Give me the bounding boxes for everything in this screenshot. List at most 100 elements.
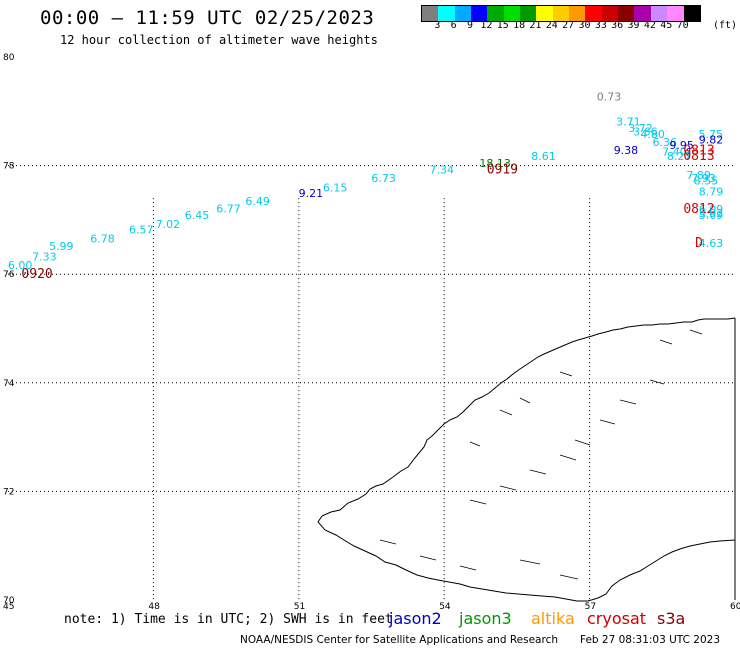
scale-swatch (471, 6, 488, 21)
scale-unit-label: (ft) (713, 20, 738, 31)
scale-swatch (503, 6, 521, 21)
scale-swatch (569, 6, 586, 21)
wave-height-label: 8.55 (694, 175, 719, 188)
pass-time-label: 0920 (21, 267, 52, 282)
scale-swatch (618, 6, 635, 21)
longitude-label: 48 (148, 602, 160, 612)
scale-swatch (422, 6, 439, 21)
scale-swatch (683, 6, 700, 21)
scale-tick-label: 39 (627, 20, 640, 31)
scale-tick-label: 15 (496, 20, 509, 31)
scale-tick-label: 12 (480, 20, 493, 31)
wave-height-label: 9.38 (614, 144, 639, 157)
wave-height-label: 6.49 (245, 195, 270, 208)
scale-tick-label: 36 (611, 20, 624, 31)
wave-height-label: 6.15 (323, 182, 348, 195)
wave-height-label: 3.72 (628, 122, 653, 135)
scale-tick-label: 9 (467, 20, 474, 31)
scale-tick-label: 27 (562, 20, 575, 31)
wave-height-label: 6.36 (652, 136, 677, 149)
scale-swatch (454, 6, 472, 21)
wave-height-label: 9.82 (699, 133, 724, 146)
latitude-label: 76 (3, 270, 15, 280)
wave-height-label: 7.02 (156, 218, 181, 231)
scale-swatch (667, 6, 684, 21)
scale-swatch (438, 6, 455, 21)
scale-tick-label: 45 (660, 20, 673, 31)
wave-height-label: 9.95 (669, 139, 694, 152)
longitude-label: 54 (439, 602, 451, 612)
scale-swatch (536, 6, 553, 21)
wave-height-label: 8.61 (531, 150, 556, 163)
scale-swatch (634, 6, 651, 21)
wave-height-label: 5.99 (49, 240, 74, 253)
scale-tick-label: 24 (545, 20, 558, 31)
scale-swatch (585, 6, 602, 21)
wave-height-label: 0.73 (597, 90, 622, 103)
scale-tick-label: 33 (594, 20, 607, 31)
wave-height-label: 3.66 (633, 126, 658, 139)
scale-tick-label: 6 (450, 20, 457, 31)
wave-height-label: 5.92 (699, 207, 724, 220)
scale-tick-label: 21 (529, 20, 542, 31)
wave-height-label: 18.13 (479, 157, 511, 170)
pass-time-label: 0919 (487, 163, 518, 178)
note-text: note: 1) Time is in UTC; 2) SWH is in fe… (64, 612, 393, 627)
map-title: 00:00 – 11:59 UTC 02/25/2023 (40, 7, 375, 29)
wave-height-label: 5.69 (699, 209, 724, 222)
legend-jason2: jason2 (389, 609, 442, 628)
map-subtitle: 12 hour collection of altimeter wave hei… (60, 33, 378, 47)
wave-height-label: 6.77 (216, 202, 241, 215)
longitude-label: 57 (585, 602, 596, 612)
wave-height-label: 5.75 (699, 128, 724, 141)
generated-timestamp: Feb 27 08:31:03 UTC 2023 (580, 634, 720, 646)
scale-swatch (520, 6, 537, 21)
wave-height-label: 8.79 (699, 185, 724, 198)
wave-height-label: 6.09 (699, 203, 724, 216)
scale-tick-label: 30 (578, 20, 591, 31)
latitude-label: 72 (3, 487, 14, 497)
legend-s3a: s3a (657, 609, 686, 628)
pass-time-label: 0812 (683, 202, 714, 217)
legend-cryosat: cryosat (587, 609, 647, 628)
latitude-label: 70 (3, 596, 15, 606)
wave-height-label: 6.78 (90, 233, 115, 246)
scale-tick-label: 18 (513, 20, 526, 31)
scale-tick-label: 3 (434, 20, 441, 31)
pass-time-label: 0813 (683, 149, 714, 164)
legend-jason3: jason3 (459, 609, 512, 628)
longitude-label: 60 (730, 602, 740, 612)
pass-time-label: D (695, 236, 703, 251)
latitude-label: 80 (3, 53, 15, 63)
wave-height-label: 6.00 (8, 259, 33, 272)
latitude-label: 74 (3, 379, 15, 389)
wave-height-label: 9.21 (299, 187, 324, 200)
wave-height-color-scale (421, 5, 701, 22)
wave-height-label: 7.93 (691, 172, 716, 185)
novaya-zemlya-coastline (317, 317, 736, 602)
scale-swatch (487, 6, 504, 21)
scale-swatch (650, 6, 668, 21)
wave-height-label: 6.57 (129, 223, 154, 236)
wave-height-label: 7.33 (32, 251, 57, 264)
credit-text: NOAA/NESDIS Center for Satellite Applica… (240, 634, 558, 646)
latitude-label: 78 (3, 162, 15, 172)
wave-height-label: 7.34 (430, 164, 455, 177)
lat-lon-grid (8, 165, 735, 600)
scale-tick-label: 42 (643, 20, 656, 31)
scale-tick-label: 70 (676, 20, 689, 31)
legend-altika: altika (531, 609, 575, 628)
wave-height-label: 7.89 (686, 169, 711, 182)
wave-height-label: 4.80 (640, 128, 665, 141)
wave-height-label: 6.73 (371, 172, 396, 185)
scale-swatch (601, 6, 619, 21)
longitude-label: 45 (3, 602, 14, 612)
fjord-inlets (379, 329, 703, 580)
pass-time-label: 0813 (683, 144, 714, 159)
wave-height-label: 6.45 (185, 209, 210, 222)
wave-height-label: 7.40 (662, 145, 687, 158)
longitude-label: 51 (294, 602, 305, 612)
wave-height-label: 4.63 (699, 237, 724, 250)
